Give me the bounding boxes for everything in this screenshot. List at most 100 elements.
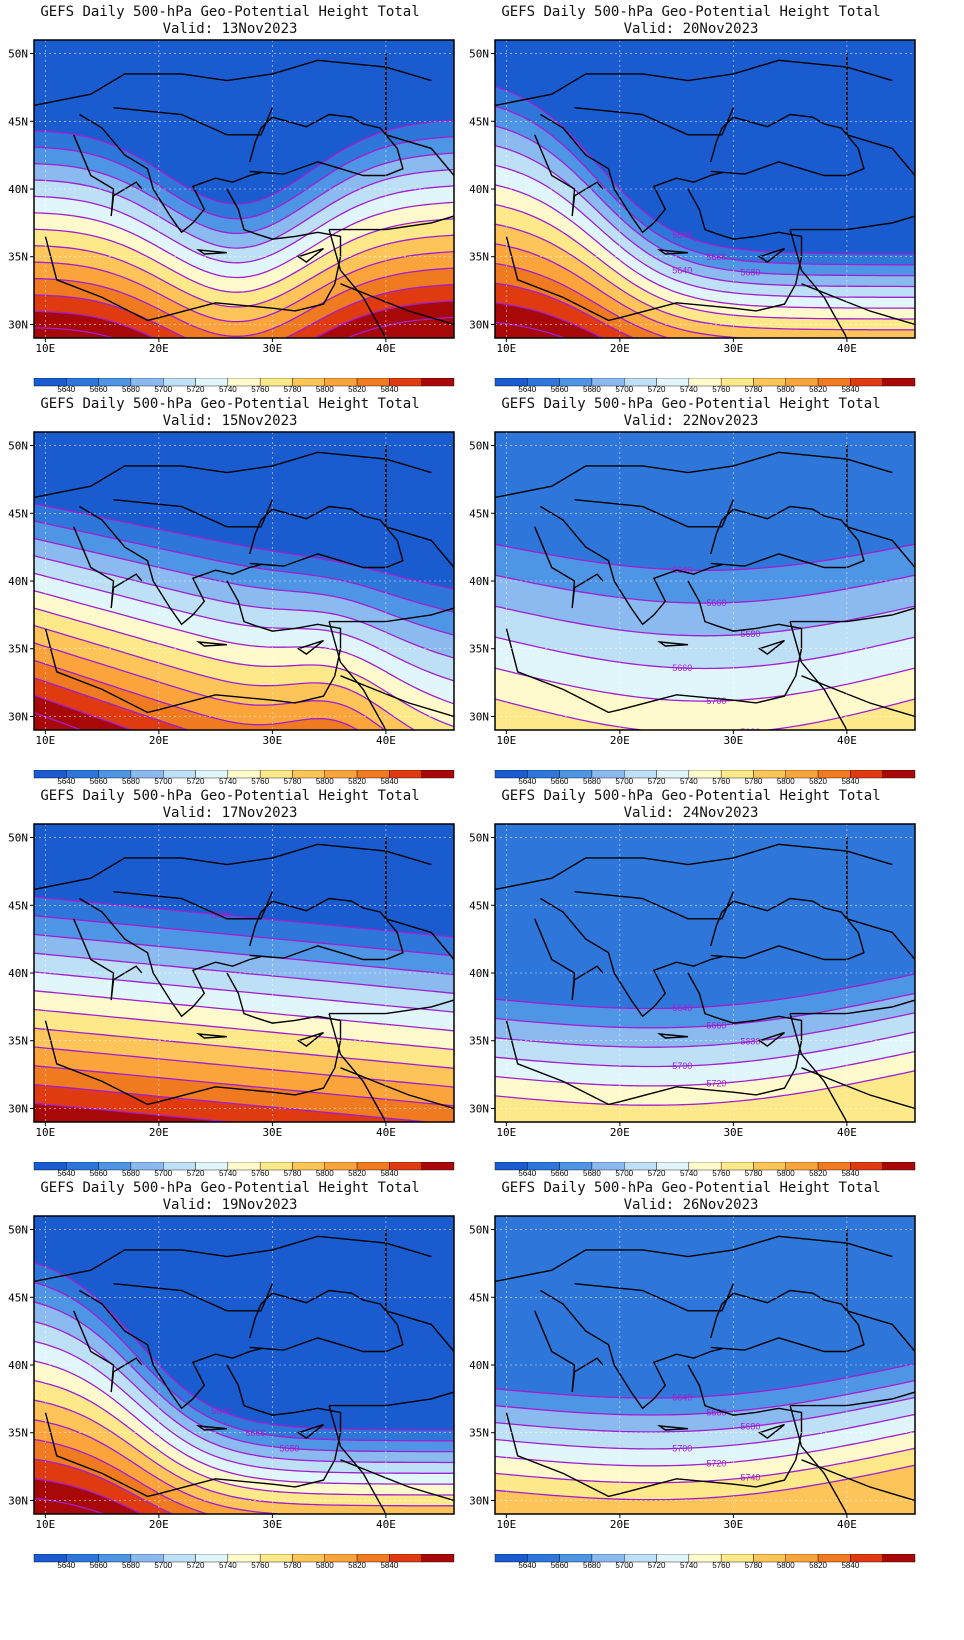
- colorbar: 5640 5660 5680 5700 5720 5740 5760 5780 5800 5820…: [33, 1162, 455, 1176]
- height-band: [495, 699, 915, 730]
- coastline: [73, 918, 143, 1001]
- colorbar-label: 5780: [745, 777, 763, 784]
- colorbar-label: 5780: [284, 1169, 302, 1176]
- colorbar-label: 5820: [809, 1169, 827, 1176]
- lat-label: 35N: [8, 1427, 28, 1440]
- lon-label: 40E: [837, 342, 857, 355]
- colorbar-label: 5640: [57, 1169, 75, 1176]
- colorbar-label: 5660: [551, 385, 569, 392]
- coastline: [757, 1031, 785, 1047]
- contour-line: [34, 1065, 454, 1107]
- panel-valid-date: Valid: 26Nov2023: [623, 1197, 759, 1213]
- height-map: 5640 5660 5680 5700 5720 50N 45N 40N 35N 30N 10E 20…: [469, 823, 916, 1139]
- contour-line: [34, 135, 454, 220]
- colorbar-label: 5680: [122, 1561, 140, 1568]
- colorbar-label: 5700: [615, 385, 633, 392]
- panel-title: GEFS Daily 500-hPa Geo-Potential Height …: [40, 4, 420, 20]
- lat-label: 30N: [469, 1102, 489, 1115]
- colorbar: 5640 5660 5680 5700 5720 5740 5760 5780 5800 5820…: [33, 378, 455, 392]
- colorbar-label: 5840: [841, 777, 859, 784]
- colorbar: 5640 5660 5680 5700 5720 5740 5760 5780 5800 5820…: [494, 378, 916, 392]
- colorbar-label: 5700: [154, 1561, 172, 1568]
- colorbar-swatch: [421, 378, 455, 387]
- contour-line: [34, 624, 416, 730]
- colorbar-label: 5780: [745, 1561, 763, 1568]
- contour-line: [34, 152, 454, 235]
- lon-label: 20E: [149, 1518, 169, 1531]
- colorbar-label: 5640: [57, 777, 75, 784]
- colorbar-label: 5800: [316, 1561, 334, 1568]
- colorbar-label: 5760: [712, 1561, 730, 1568]
- lat-label: 50N: [469, 832, 489, 845]
- contour-line: [495, 992, 915, 1029]
- lon-label: 40E: [376, 734, 396, 747]
- lon-label: 20E: [610, 1518, 630, 1531]
- contour-label: 5640: [672, 565, 692, 575]
- lat-label: 50N: [469, 1224, 489, 1237]
- colorbar-label: 5640: [518, 1561, 536, 1568]
- lat-label: 40N: [469, 183, 489, 196]
- contour-line: [34, 607, 454, 728]
- lat-label: 30N: [469, 710, 489, 723]
- colorbar-label: 5760: [251, 385, 269, 392]
- colorbar-label: 5840: [841, 1561, 859, 1568]
- lon-label: 20E: [610, 1126, 630, 1139]
- panel-valid-date: Valid: 17Nov2023: [162, 805, 298, 821]
- colorbar-label: 5680: [583, 1169, 601, 1176]
- coastline: [73, 1310, 143, 1393]
- coastline: [328, 621, 387, 730]
- colorbar-label: 5640: [57, 385, 75, 392]
- contour-line: [34, 1281, 454, 1442]
- colorbar-label: 5680: [122, 1169, 140, 1176]
- lat-label: 40N: [8, 967, 28, 980]
- coastline: [790, 999, 915, 1015]
- colorbar-label: 5700: [154, 1169, 172, 1176]
- lat-label: 30N: [469, 1494, 489, 1507]
- colorbar-label: 5660: [551, 1169, 569, 1176]
- contour-line: [34, 1027, 454, 1069]
- contour-line: [495, 1362, 915, 1399]
- contour-label: 5640: [672, 1003, 692, 1013]
- panel-title: GEFS Daily 500-hPa Geo-Potential Height …: [501, 4, 881, 20]
- contour-line: [34, 1478, 144, 1514]
- lon-label: 30E: [723, 1126, 743, 1139]
- colorbar-label: 5740: [219, 777, 237, 784]
- colorbar-label: 5640: [518, 1169, 536, 1176]
- colorbar-label: 5820: [348, 385, 366, 392]
- panel-valid-date: Valid: 13Nov2023: [162, 21, 298, 37]
- colorbar-label: 5720: [187, 1169, 205, 1176]
- colorbar-label: 5720: [187, 777, 205, 784]
- contour-line: [495, 973, 915, 1010]
- contour-line: [495, 203, 915, 320]
- coastline: [196, 249, 228, 255]
- colorbar-label: 5700: [615, 777, 633, 784]
- contour-label: 5700: [672, 1061, 692, 1071]
- lat-label: 40N: [8, 575, 28, 588]
- lon-label: 30E: [262, 734, 282, 747]
- contour-line: [34, 555, 454, 659]
- colorbar-label: 5680: [583, 777, 601, 784]
- colorbar-label: 5740: [219, 1169, 237, 1176]
- height-map: 5820 50N 45N 40N 35N 30N 10E 20E 30E 40E: [8, 823, 455, 1139]
- coastline: [328, 1405, 387, 1514]
- coastline: [296, 1031, 324, 1047]
- coastline: [534, 134, 604, 217]
- coastline: [73, 526, 143, 609]
- coastline: [495, 451, 893, 499]
- coastline: [534, 1310, 604, 1393]
- coastline: [757, 639, 785, 655]
- colorbar-label: 5660: [551, 777, 569, 784]
- lat-label: 50N: [8, 832, 28, 845]
- contour-line: [34, 990, 454, 1032]
- colorbar-label: 5700: [154, 777, 172, 784]
- colorbar-label: 5760: [251, 1169, 269, 1176]
- contour-line: [34, 119, 454, 205]
- coastline: [79, 1289, 262, 1410]
- lat-label: 45N: [469, 115, 489, 128]
- colorbar-label: 5800: [777, 1169, 795, 1176]
- coastline: [249, 113, 404, 177]
- lat-label: 45N: [8, 115, 28, 128]
- colorbar: 5640 5660 5680 5700 5720 5740 5760 5780 5800 5820…: [494, 1162, 916, 1176]
- coastline: [505, 972, 803, 1106]
- coastline: [710, 897, 865, 961]
